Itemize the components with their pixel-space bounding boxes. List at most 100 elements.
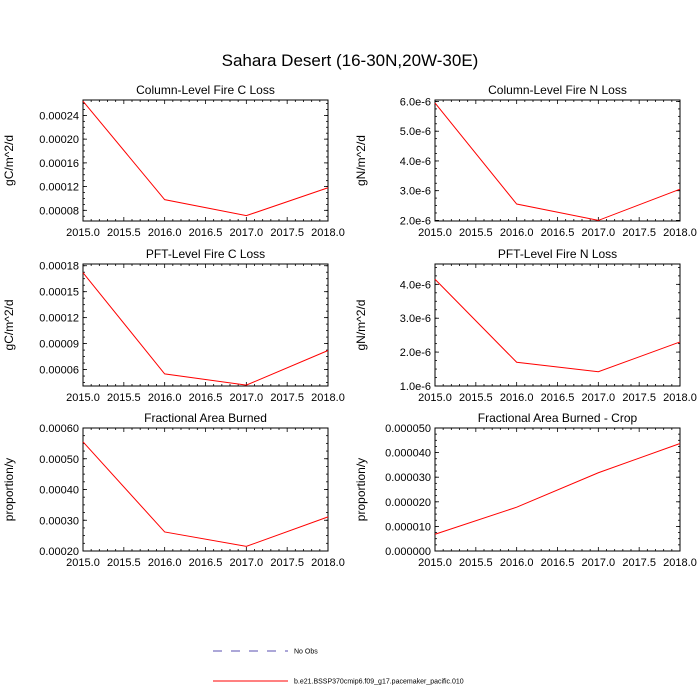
chart-panel-1: Column-Level Fire C Loss 2015.0 2015.5 2016… xyxy=(2,83,345,239)
legend-label-model: b.e21.BSSP370cmip6.f09_g17.pacemaker_pac… xyxy=(294,679,464,686)
y-axis-label: proportion/y xyxy=(354,458,368,521)
x-tick-label: 2017.0 xyxy=(230,227,264,239)
panel-title: PFT-Level Fire C Loss xyxy=(146,247,265,261)
series-line-1 xyxy=(434,443,681,535)
x-tick-label: 2016.0 xyxy=(148,392,182,404)
x-tick-label: 2017.0 xyxy=(582,227,616,239)
y-tick-label: 2.0e-6 xyxy=(400,347,431,359)
y-tick-label: 0.00030 xyxy=(39,515,79,527)
y-tick-label: 1.0e-6 xyxy=(400,381,431,393)
x-tick-label: 2017.0 xyxy=(582,392,616,404)
x-tick-label: 2017.5 xyxy=(622,227,656,239)
x-tick-label: 2015.0 xyxy=(66,227,100,239)
x-tick-label: 2016.0 xyxy=(148,227,182,239)
series-line-1 xyxy=(82,272,329,386)
y-tick-label: 0.00015 xyxy=(39,287,79,299)
x-tick-label: 2018.0 xyxy=(663,392,697,404)
y-tick-label: 0.00024 xyxy=(39,110,79,122)
x-tick-label: 2015.5 xyxy=(107,227,141,239)
series-line-1 xyxy=(434,102,681,221)
panel-title: Fractional Area Burned - Crop xyxy=(478,411,638,425)
y-tick-label: 3.0e-6 xyxy=(400,313,431,325)
y-tick-label: 6.0e-6 xyxy=(400,96,431,108)
x-tick-label: 2017.0 xyxy=(230,557,264,569)
x-tick-label: 2015.5 xyxy=(459,392,493,404)
y-tick-label: 0.00020 xyxy=(39,134,79,146)
series-line-1 xyxy=(82,441,329,547)
x-tick-label: 2018.0 xyxy=(663,557,697,569)
series-line-1 xyxy=(434,278,681,373)
panel-title: Column-Level Fire N Loss xyxy=(488,83,627,97)
x-tick-label: 2017.5 xyxy=(270,392,304,404)
panels: Column-Level Fire C Loss 2015.0 2015.5 2016… xyxy=(2,83,697,569)
y-axis-label: gN/m^2/d xyxy=(354,300,368,351)
x-tick-label: 2015.5 xyxy=(107,392,141,404)
x-tick-label: 2015.0 xyxy=(418,227,452,239)
chart-panel-6: Fractional Area Burned - Crop 2015.0 2015.… xyxy=(354,411,697,569)
panel-title: Column-Level Fire C Loss xyxy=(136,83,275,97)
x-tick-label: 2017.5 xyxy=(622,557,656,569)
y-tick-label: 2.0e-6 xyxy=(400,215,431,227)
y-tick-label: 0.00060 xyxy=(39,423,79,435)
x-tick-label: 2015.5 xyxy=(107,557,141,569)
x-tick-label: 2016.5 xyxy=(189,557,223,569)
chart-panel-3: PFT-Level Fire C Loss 2015.0 2015.5 2016.0 2… xyxy=(2,247,345,404)
chart-panel-4: PFT-Level Fire N Loss 2015.0 2015.5 2016.0 2… xyxy=(354,247,697,404)
y-tick-label: 0.00018 xyxy=(39,261,79,273)
panel-title: Fractional Area Burned xyxy=(144,411,267,425)
y-tick-label: 0.00020 xyxy=(39,546,79,558)
x-tick-label: 2017.5 xyxy=(622,392,656,404)
y-tick-label: 0.00012 xyxy=(39,182,79,194)
y-tick-label: 0.00008 xyxy=(39,205,79,217)
x-tick-label: 2017.0 xyxy=(582,557,616,569)
y-tick-label: 4.0e-6 xyxy=(400,156,431,168)
x-tick-label: 2016.5 xyxy=(189,392,223,404)
panel-title: PFT-Level Fire N Loss xyxy=(498,247,617,261)
y-tick-label: 0.000050 xyxy=(385,423,431,435)
y-tick-label: 0.000000 xyxy=(385,546,431,558)
y-tick-label: 3.0e-6 xyxy=(400,186,431,198)
x-tick-label: 2016.5 xyxy=(189,227,223,239)
y-tick-label: 5.0e-6 xyxy=(400,126,431,138)
x-tick-label: 2017.5 xyxy=(270,557,304,569)
y-axis-label: gN/m^2/d xyxy=(354,135,368,186)
y-tick-label: 0.00009 xyxy=(39,339,79,351)
legend: No Obs b.e21.BSSP370cmip6.f09_g17.pacema… xyxy=(213,649,464,686)
x-tick-label: 2018.0 xyxy=(663,227,697,239)
x-tick-label: 2015.5 xyxy=(459,557,493,569)
legend-label-no-obs: No Obs xyxy=(294,649,318,656)
x-tick-label: 2016.0 xyxy=(500,557,534,569)
x-tick-label: 2017.5 xyxy=(270,227,304,239)
chart-panel-2: Column-Level Fire N Loss 2015.0 2015.5 2016… xyxy=(354,83,697,239)
y-axis-label: gC/m^2/d xyxy=(2,300,16,351)
y-tick-label: 0.00016 xyxy=(39,158,79,170)
y-tick-label: 0.000010 xyxy=(385,521,431,533)
x-tick-label: 2016.0 xyxy=(500,227,534,239)
y-tick-label: 0.000020 xyxy=(385,497,431,509)
x-tick-label: 2016.5 xyxy=(541,392,575,404)
x-tick-label: 2017.0 xyxy=(230,392,264,404)
y-tick-label: 0.00040 xyxy=(39,485,79,497)
x-tick-label: 2018.0 xyxy=(311,227,345,239)
y-tick-label: 0.00006 xyxy=(39,365,79,377)
y-tick-label: 0.00050 xyxy=(39,454,79,466)
x-tick-label: 2015.0 xyxy=(66,392,100,404)
y-tick-label: 0.00012 xyxy=(39,313,79,325)
y-tick-label: 4.0e-6 xyxy=(400,279,431,291)
figure-title: Sahara Desert (16-30N,20W-30E) xyxy=(222,51,479,70)
x-tick-label: 2018.0 xyxy=(311,392,345,404)
x-tick-label: 2015.0 xyxy=(418,392,452,404)
x-tick-label: 2016.0 xyxy=(500,392,534,404)
x-tick-label: 2016.0 xyxy=(148,557,182,569)
x-tick-label: 2018.0 xyxy=(311,557,345,569)
y-tick-label: 0.000030 xyxy=(385,472,431,484)
series-line-1 xyxy=(82,100,329,217)
y-axis-label: gC/m^2/d xyxy=(2,135,16,186)
x-tick-label: 2016.5 xyxy=(541,227,575,239)
x-tick-label: 2016.5 xyxy=(541,557,575,569)
x-tick-label: 2015.0 xyxy=(66,557,100,569)
x-tick-label: 2015.5 xyxy=(459,227,493,239)
chart-panel-5: Fractional Area Burned 2015.0 2015.5 2016.0… xyxy=(2,411,345,569)
